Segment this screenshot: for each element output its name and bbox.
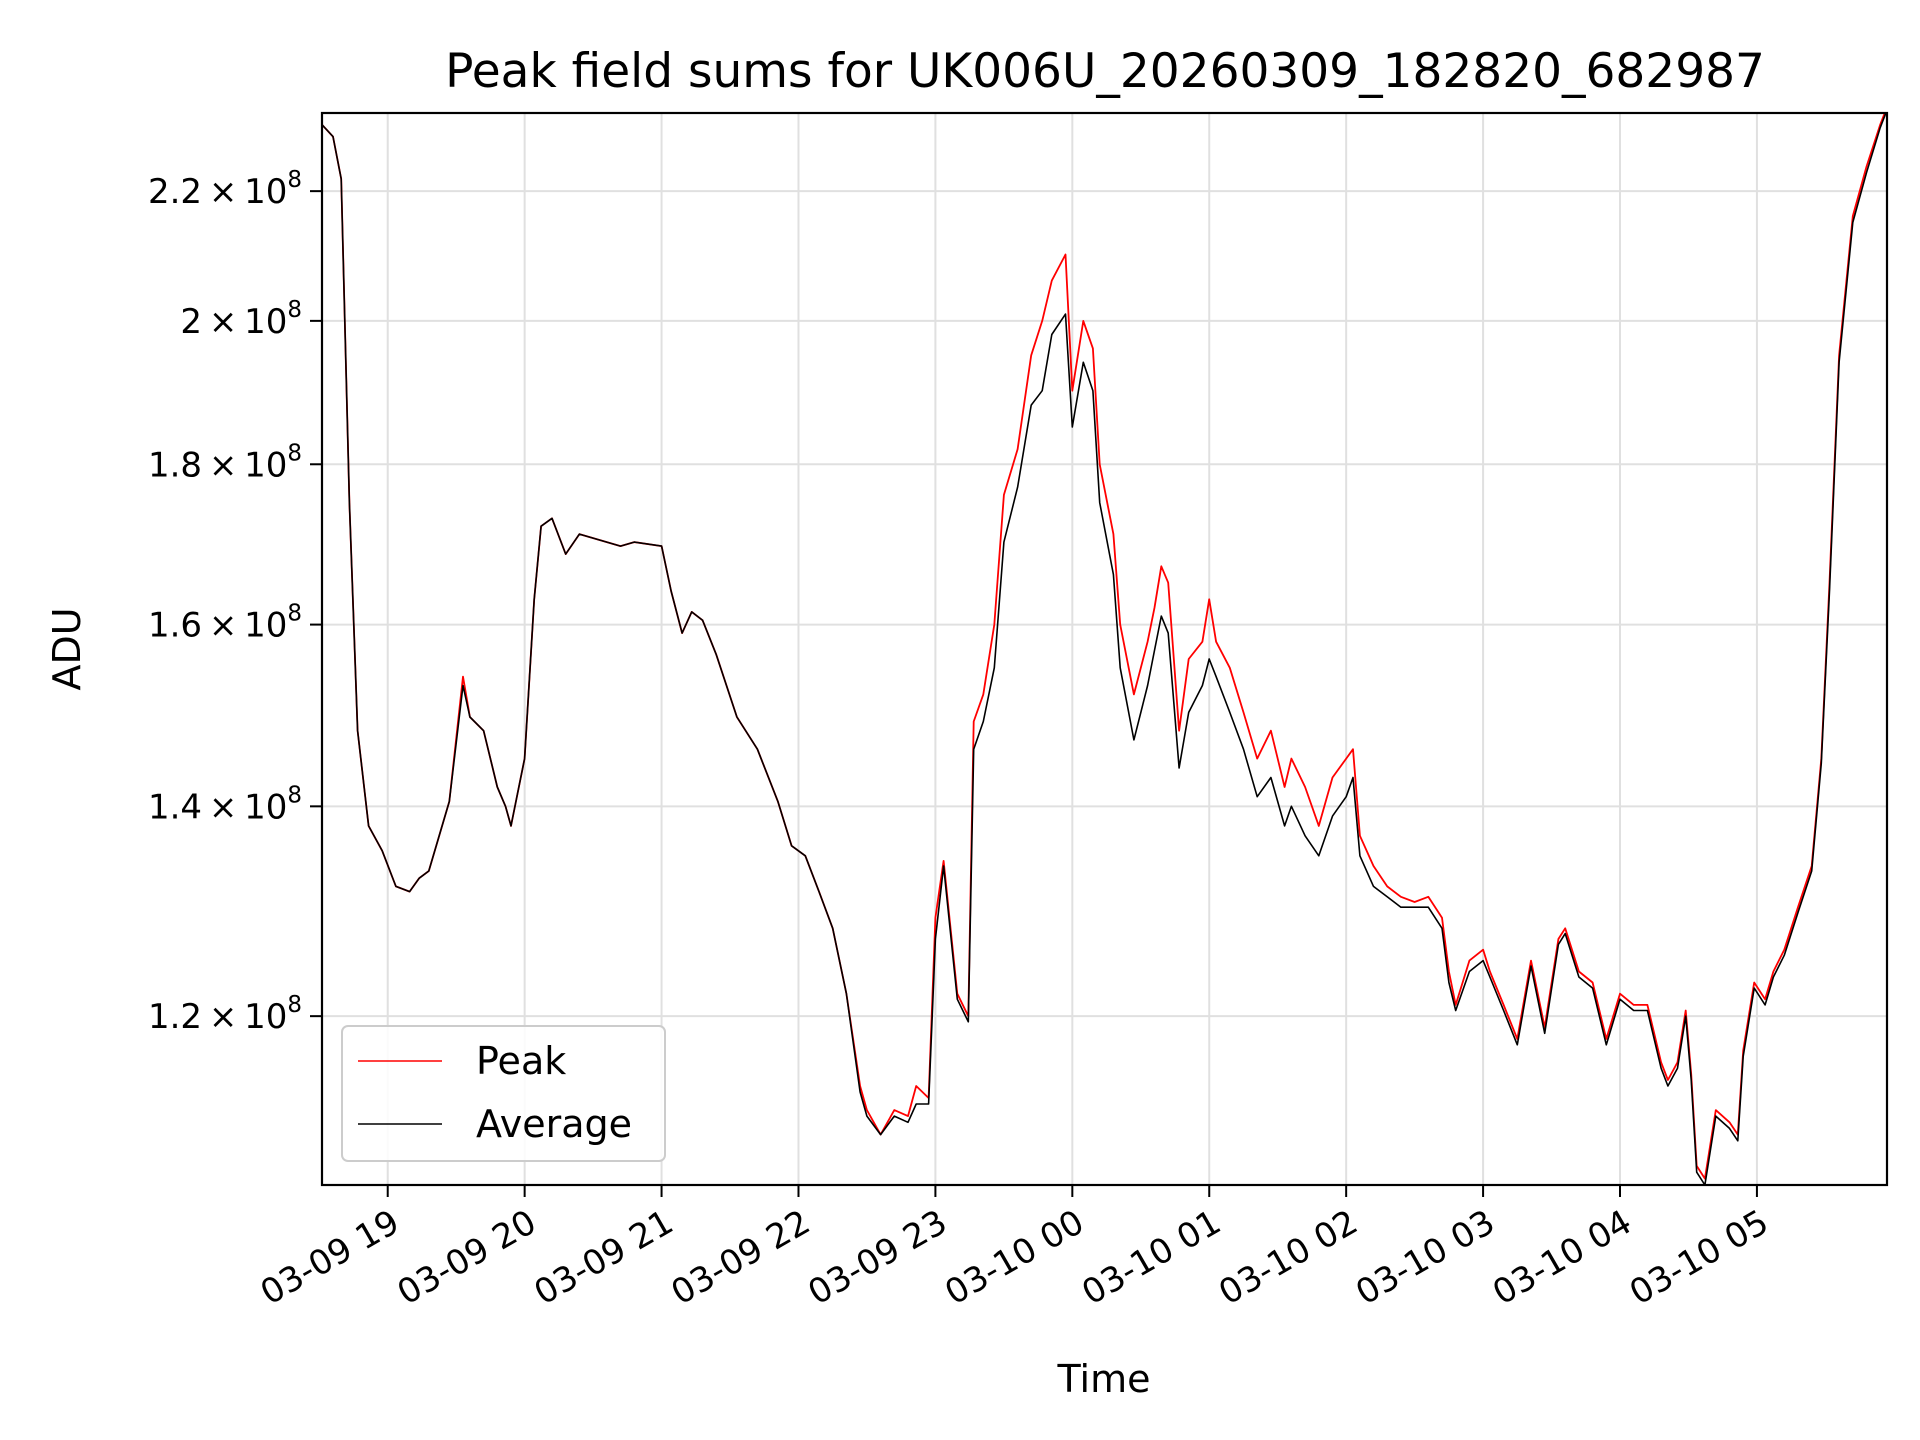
- y-tick-label: 1.2 × 108: [148, 992, 302, 1037]
- legend-label-peak: Peak: [476, 1039, 566, 1083]
- grid: [322, 113, 1887, 1185]
- legend-box: [341, 1025, 666, 1162]
- series-line-average: [322, 113, 1887, 1185]
- legend-label-average: Average: [476, 1102, 632, 1146]
- plot-frame: [320, 111, 1889, 1187]
- y-tick-label: 1.4 × 108: [148, 782, 302, 827]
- y-tick-label: 2 × 108: [180, 297, 302, 342]
- y-tick-label: 2.2 × 108: [148, 167, 302, 212]
- x-axis-label: Time: [1057, 1357, 1151, 1401]
- legend: Peak Average: [341, 1025, 666, 1162]
- y-axis: 1.2 × 108 1.4 × 108 1.6 × 108 1.8 × 108 2 × …: [148, 167, 322, 1037]
- y-tick-label: 1.6 × 108: [148, 601, 302, 646]
- series-layer: [322, 113, 1887, 1185]
- y-tick-label: 1.8 × 108: [148, 440, 302, 485]
- y-axis-label: ADU: [45, 607, 89, 690]
- chart-title: Peak field sums for UK006U_20260309_1828…: [445, 44, 1765, 99]
